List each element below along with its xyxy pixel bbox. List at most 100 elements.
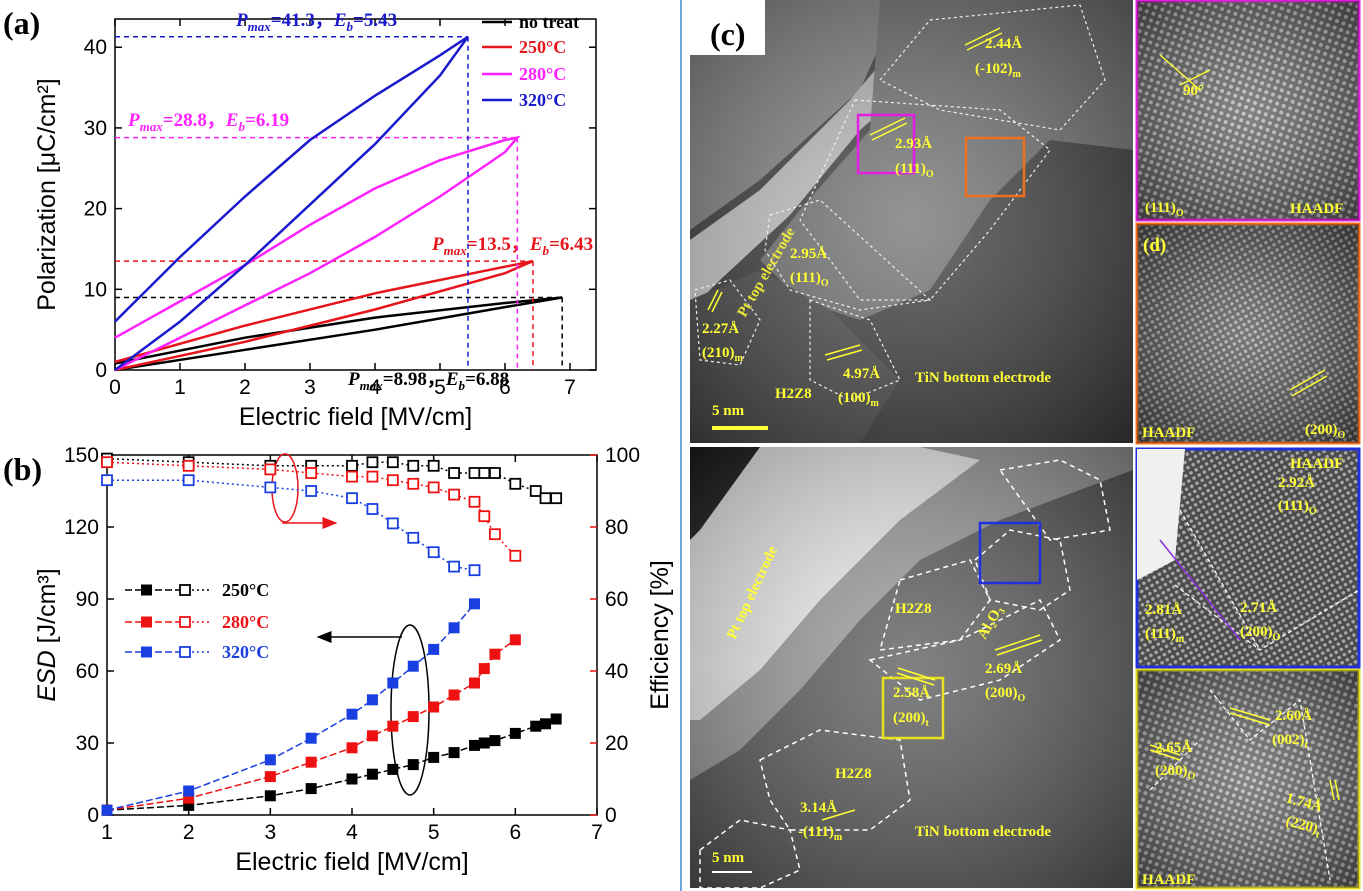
annotation-part: 6.19: [256, 110, 289, 131]
efficiency-marker: [489, 528, 501, 541]
efficiency-marker: [509, 549, 522, 562]
y-tick-label: 90: [76, 588, 99, 611]
efficiency-marker: [550, 492, 563, 505]
annotation-part: E: [225, 110, 239, 131]
tem-label: HAADF: [1142, 872, 1195, 888]
y-tick-label: 0: [95, 359, 107, 382]
esd-marker: [509, 727, 521, 739]
tem-label-text: TiN bottom electrode: [915, 824, 1051, 840]
tem-label: 2.71Å: [1240, 600, 1277, 616]
annotation-part: 6.88: [476, 369, 509, 390]
tem-label-text: 3.14Å: [800, 800, 837, 816]
annotation-part: max: [248, 19, 272, 34]
y-tick-label: 40: [84, 36, 107, 59]
tem-label-text: (200): [1240, 624, 1273, 640]
legend-swatch: [179, 616, 191, 628]
hysteresis-loop: [114, 135, 521, 372]
esd-marker: [264, 790, 276, 802]
tem-label-sub: m: [871, 398, 880, 409]
efficiency-marker: [305, 485, 318, 497]
esd-marker: [264, 771, 276, 783]
y2-tick-label: 80: [605, 516, 628, 539]
tem-label-text: (200): [1155, 763, 1188, 779]
tem-label: (200)O: [1155, 763, 1196, 782]
annotation-part: =: [163, 110, 174, 131]
y-tick-label: 30: [84, 117, 107, 140]
annotation-part: =: [467, 234, 478, 255]
hysteresis-loop: [114, 35, 469, 372]
tem-label-text: 4.97Å: [843, 366, 880, 382]
tem-label: TiN bottom electrode: [915, 824, 1051, 840]
tem-label-text: (002): [1272, 732, 1305, 748]
tem-label-text: (111): [1145, 200, 1176, 216]
efficiency-marker: [407, 531, 420, 544]
y2-tick-label: 60: [605, 588, 628, 611]
esd-marker: [264, 754, 276, 766]
efficiency-marker: [366, 503, 379, 515]
esd-marker: [305, 756, 317, 768]
efficiency-marker: [346, 492, 358, 505]
tem-label-sub: O: [1273, 632, 1281, 643]
esd-marker: [407, 759, 419, 771]
tem-label: (200)t: [893, 710, 930, 729]
tem-label-text: -(111): [798, 824, 834, 840]
esd-marker: [489, 735, 501, 747]
y-axis-label-part: [J/cm³]: [33, 568, 61, 650]
plot-frame: [114, 18, 597, 371]
panel-label: (b): [3, 451, 42, 487]
tem-label-text: 2.92Å: [1278, 475, 1315, 491]
annotation-part: ，: [511, 234, 530, 255]
esd-marker: [407, 660, 419, 672]
annotation-part: 28.8: [174, 110, 207, 131]
esd-marker: [530, 720, 542, 732]
efficiency-marker: [468, 467, 481, 479]
inset-label: (d): [1143, 235, 1166, 256]
tem-label-text: (111): [790, 270, 821, 286]
esd-marker: [183, 792, 195, 804]
esd-marker: [428, 751, 440, 763]
x-tick-label: 6: [509, 821, 521, 844]
tem-label: 90°: [1183, 83, 1204, 99]
esd-marker: [346, 773, 358, 785]
tem-label: (111)m: [1145, 626, 1185, 645]
annotation-part: max: [360, 378, 384, 393]
tem-label-text: (-102): [975, 61, 1013, 77]
tem-label: (200)O: [1305, 422, 1346, 441]
esd-line: [106, 718, 557, 811]
tem-label-sub: m: [735, 353, 744, 364]
x-tick-label: 6: [499, 376, 511, 399]
esd-marker: [428, 701, 440, 713]
efficiency-marker: [182, 459, 195, 472]
annotation-part: P: [235, 10, 248, 31]
tem-label-text: HAADF: [1290, 456, 1343, 472]
tem-label-text: (111): [1278, 498, 1309, 514]
efficiency-marker: [478, 510, 491, 523]
y-tick-label: 10: [84, 278, 107, 301]
tem-label-text: (200): [1305, 422, 1338, 438]
efficiency-marker: [468, 564, 481, 577]
tem-label-sub: O: [1309, 506, 1317, 517]
annotation-part: b: [459, 378, 466, 393]
annotation: Pmax=8.98，Eb=6.88: [347, 369, 509, 393]
annotation-part: P: [431, 234, 444, 255]
tem-label-sub: t: [1305, 740, 1309, 751]
esd-marker: [387, 720, 399, 732]
annotation-part: 41.3: [282, 10, 315, 31]
tem-label: 2.93Å: [895, 136, 932, 152]
tem-label: (111)O: [1278, 498, 1317, 517]
panel-label: (c): [710, 16, 746, 52]
tem-label-text: HAADF: [1142, 425, 1195, 441]
esd-marker: [387, 677, 399, 689]
esd-marker: [469, 739, 480, 751]
legend-swatch: [141, 646, 152, 658]
efficiency-marker: [101, 456, 113, 469]
esd-marker: [366, 768, 378, 780]
tem-label-text: 2.27Å: [702, 321, 739, 337]
esd-marker: [489, 648, 501, 660]
esd-marker: [305, 732, 317, 744]
efficiency-marker: [305, 467, 318, 479]
x-tick-label: 5: [434, 376, 446, 399]
annotation-part: max: [140, 119, 164, 134]
annotation-part: 8.98: [394, 369, 427, 390]
